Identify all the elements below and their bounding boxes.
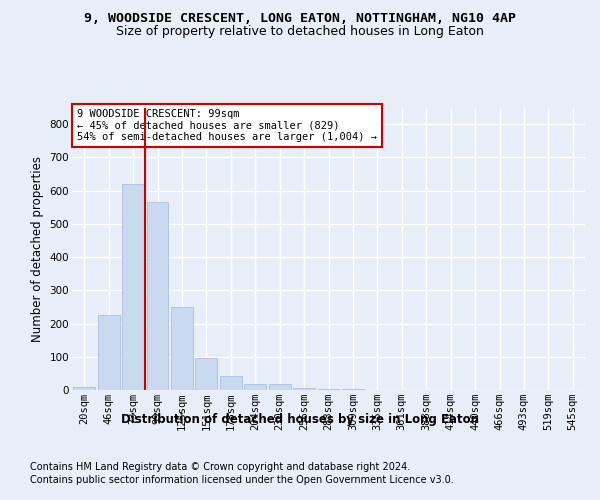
Bar xyxy=(196,358,217,390)
Bar xyxy=(244,384,266,390)
Text: 9 WOODSIDE CRESCENT: 99sqm
← 45% of detached houses are smaller (829)
54% of sem: 9 WOODSIDE CRESCENT: 99sqm ← 45% of deta… xyxy=(77,109,377,142)
Bar xyxy=(317,389,340,390)
Bar xyxy=(293,388,315,390)
Text: Size of property relative to detached houses in Long Eaton: Size of property relative to detached ho… xyxy=(116,25,484,38)
Y-axis label: Number of detached properties: Number of detached properties xyxy=(31,156,44,342)
Bar xyxy=(146,202,169,390)
Text: Distribution of detached houses by size in Long Eaton: Distribution of detached houses by size … xyxy=(121,412,479,426)
Bar xyxy=(122,184,144,390)
Bar xyxy=(171,307,193,390)
Text: Contains HM Land Registry data © Crown copyright and database right 2024.: Contains HM Land Registry data © Crown c… xyxy=(30,462,410,472)
Text: Contains public sector information licensed under the Open Government Licence v3: Contains public sector information licen… xyxy=(30,475,454,485)
Text: 9, WOODSIDE CRESCENT, LONG EATON, NOTTINGHAM, NG10 4AP: 9, WOODSIDE CRESCENT, LONG EATON, NOTTIN… xyxy=(84,12,516,26)
Bar xyxy=(342,389,364,390)
Bar xyxy=(98,315,119,390)
Bar xyxy=(220,376,242,390)
Bar xyxy=(73,388,95,390)
Bar xyxy=(269,384,290,390)
